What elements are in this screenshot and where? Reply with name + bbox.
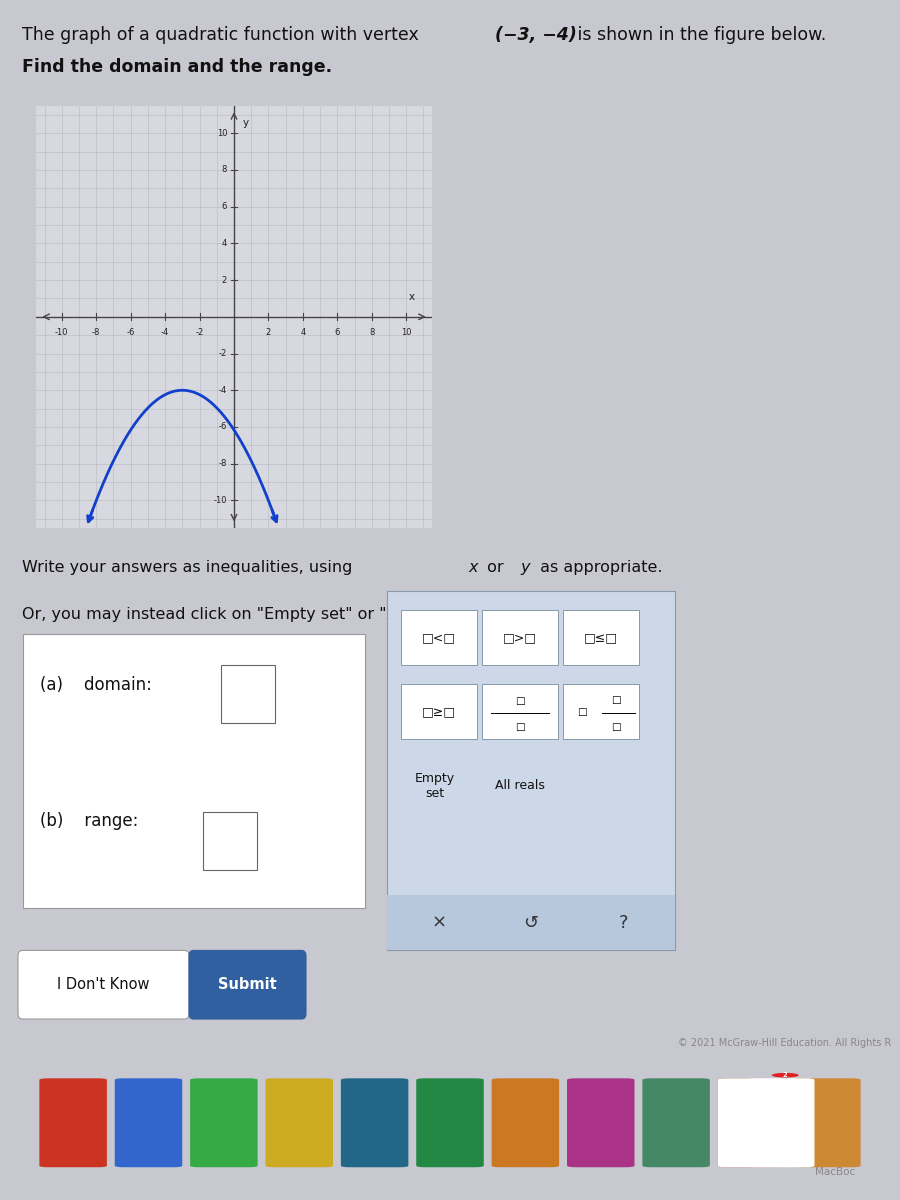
Text: 22: 22 bbox=[770, 1130, 791, 1145]
Text: -4: -4 bbox=[219, 385, 227, 395]
Text: Or, you may instead click on "Empty set" or "All reals" as the answer.: Or, you may instead click on "Empty set"… bbox=[22, 607, 580, 622]
Text: All reals: All reals bbox=[495, 779, 544, 792]
FancyBboxPatch shape bbox=[416, 1079, 484, 1168]
FancyBboxPatch shape bbox=[190, 1079, 257, 1168]
Text: ↺: ↺ bbox=[524, 914, 538, 932]
FancyBboxPatch shape bbox=[717, 1079, 785, 1168]
Text: □: □ bbox=[515, 696, 525, 706]
FancyBboxPatch shape bbox=[400, 684, 477, 739]
Circle shape bbox=[772, 1073, 799, 1078]
Text: ?: ? bbox=[618, 914, 628, 932]
FancyBboxPatch shape bbox=[793, 1079, 860, 1168]
FancyBboxPatch shape bbox=[202, 812, 256, 870]
FancyBboxPatch shape bbox=[400, 611, 477, 665]
Text: Submit: Submit bbox=[218, 977, 277, 992]
Text: Empty
set: Empty set bbox=[415, 772, 455, 799]
Text: -2: -2 bbox=[195, 328, 203, 337]
Text: Find the domain and the range.: Find the domain and the range. bbox=[22, 58, 333, 76]
Text: Write your answers as inequalities, using: Write your answers as inequalities, usin… bbox=[22, 559, 358, 575]
FancyBboxPatch shape bbox=[189, 950, 306, 1019]
Text: □<□: □<□ bbox=[422, 631, 455, 644]
Text: y: y bbox=[243, 119, 248, 128]
FancyBboxPatch shape bbox=[562, 684, 639, 739]
FancyBboxPatch shape bbox=[643, 1079, 710, 1168]
FancyBboxPatch shape bbox=[387, 592, 675, 950]
Text: x: x bbox=[409, 292, 415, 302]
Text: □≥□: □≥□ bbox=[422, 706, 455, 719]
Text: 4: 4 bbox=[301, 328, 305, 337]
Text: APR 1: APR 1 bbox=[770, 1084, 791, 1088]
Text: The graph of a quadratic function with vertex: The graph of a quadratic function with v… bbox=[22, 26, 425, 44]
FancyBboxPatch shape bbox=[387, 895, 675, 950]
FancyBboxPatch shape bbox=[114, 1079, 182, 1168]
Text: y: y bbox=[520, 559, 530, 575]
FancyBboxPatch shape bbox=[747, 1079, 814, 1168]
Text: 6: 6 bbox=[221, 202, 227, 211]
FancyBboxPatch shape bbox=[717, 1079, 785, 1168]
Text: □: □ bbox=[577, 707, 587, 716]
Text: -6: -6 bbox=[219, 422, 227, 432]
Text: -10: -10 bbox=[55, 328, 68, 337]
Text: (−3, −4): (−3, −4) bbox=[495, 26, 577, 44]
Text: MacBoc: MacBoc bbox=[814, 1166, 855, 1176]
Text: □: □ bbox=[515, 722, 525, 732]
Text: □>□: □>□ bbox=[503, 631, 536, 644]
Text: (a)    domain:: (a) domain: bbox=[40, 676, 152, 694]
FancyBboxPatch shape bbox=[567, 1079, 634, 1168]
FancyBboxPatch shape bbox=[266, 1079, 333, 1168]
FancyBboxPatch shape bbox=[491, 1079, 559, 1168]
Text: 22: 22 bbox=[741, 1130, 762, 1145]
FancyBboxPatch shape bbox=[482, 611, 558, 665]
Text: □: □ bbox=[611, 695, 621, 704]
FancyBboxPatch shape bbox=[482, 684, 558, 739]
Text: -8: -8 bbox=[92, 328, 101, 337]
FancyBboxPatch shape bbox=[341, 1079, 409, 1168]
Text: 6: 6 bbox=[335, 328, 340, 337]
Text: © 2021 McGraw-Hill Education. All Rights R: © 2021 McGraw-Hill Education. All Rights… bbox=[678, 1038, 891, 1048]
Text: 10: 10 bbox=[217, 128, 227, 138]
Text: -10: -10 bbox=[213, 496, 227, 505]
Text: -4: -4 bbox=[161, 328, 169, 337]
Text: -8: -8 bbox=[219, 460, 227, 468]
FancyBboxPatch shape bbox=[22, 634, 364, 908]
Text: -2: -2 bbox=[219, 349, 227, 358]
Text: 8: 8 bbox=[221, 166, 227, 174]
Text: □≤□: □≤□ bbox=[584, 631, 617, 644]
FancyBboxPatch shape bbox=[220, 665, 274, 724]
Text: -6: -6 bbox=[127, 328, 135, 337]
FancyBboxPatch shape bbox=[562, 611, 639, 665]
Text: ×: × bbox=[431, 914, 446, 932]
Text: as appropriate.: as appropriate. bbox=[535, 559, 662, 575]
Text: 2: 2 bbox=[266, 328, 271, 337]
FancyBboxPatch shape bbox=[40, 1079, 107, 1168]
Text: □: □ bbox=[611, 722, 621, 732]
Text: (b)    range:: (b) range: bbox=[40, 812, 139, 830]
Text: I Don't Know: I Don't Know bbox=[58, 977, 149, 992]
Text: 10: 10 bbox=[400, 328, 411, 337]
Text: is shown in the figure below.: is shown in the figure below. bbox=[572, 26, 826, 44]
Text: x: x bbox=[468, 559, 478, 575]
Text: APR 1: APR 1 bbox=[741, 1084, 762, 1088]
Text: or: or bbox=[482, 559, 509, 575]
Text: 8: 8 bbox=[369, 328, 374, 337]
Text: 4: 4 bbox=[222, 239, 227, 248]
FancyBboxPatch shape bbox=[18, 950, 189, 1019]
Text: 2: 2 bbox=[783, 1073, 788, 1078]
Text: 2: 2 bbox=[222, 276, 227, 284]
